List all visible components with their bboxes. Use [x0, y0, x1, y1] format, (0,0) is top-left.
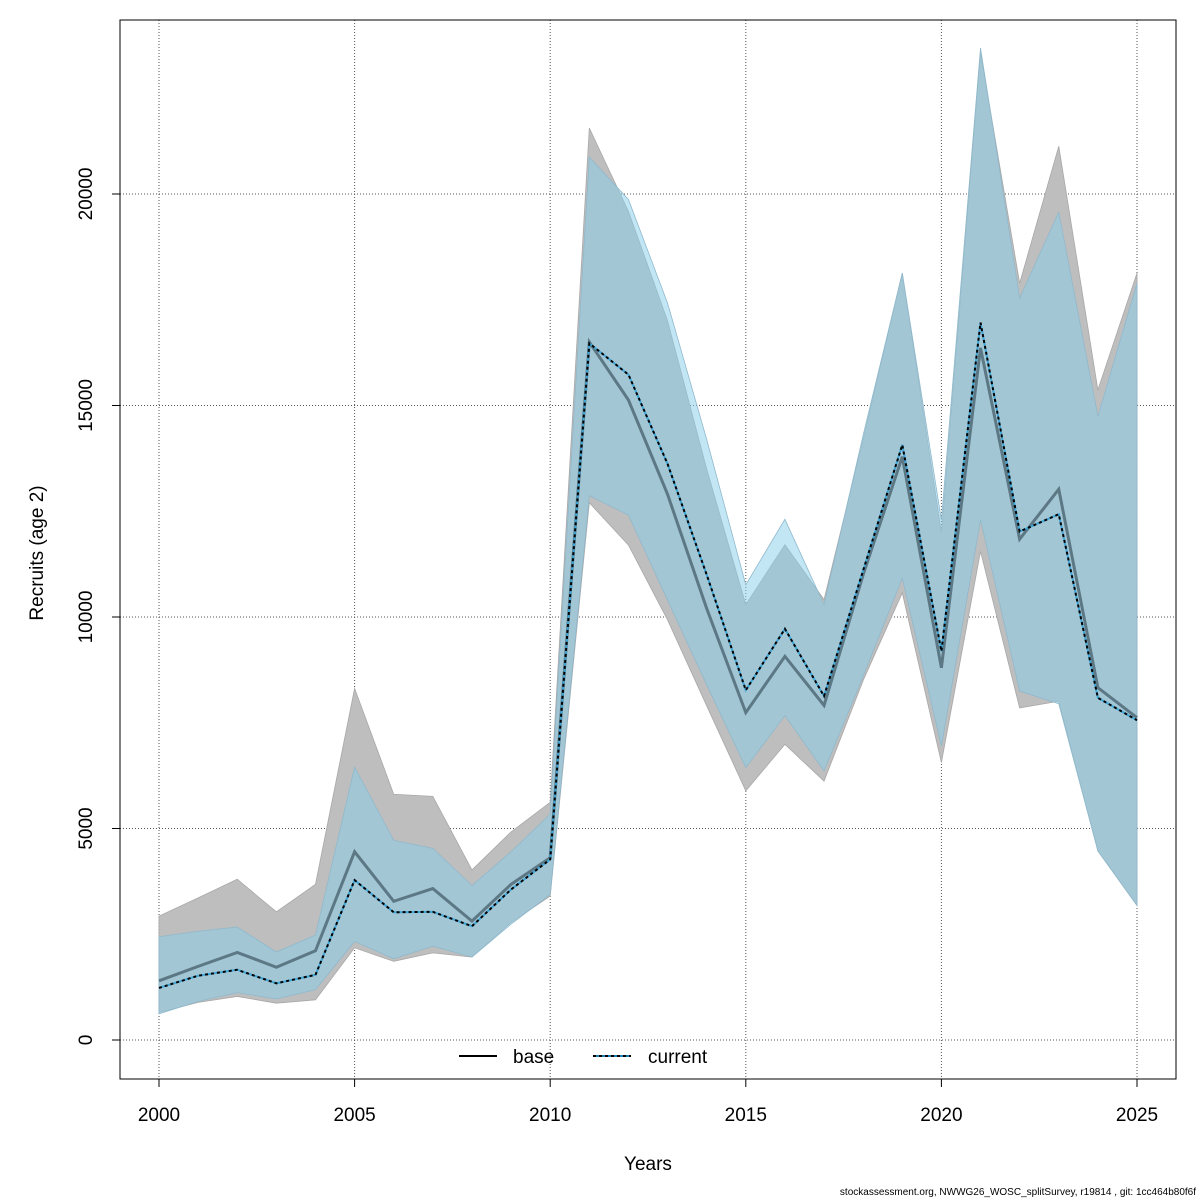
y-axis: 0 5000 10000 15000 20000 — [76, 168, 120, 1046]
x-tick-label: 2000 — [138, 1105, 180, 1126]
x-tick-label: 2010 — [529, 1105, 571, 1126]
x-axis-label: Years — [624, 1154, 672, 1175]
legend-current-label: current — [648, 1047, 708, 1068]
x-tick-label: 2015 — [725, 1105, 767, 1126]
band-current — [158, 48, 1138, 1015]
legend: base current — [459, 1047, 708, 1068]
y-tick-label: 0 — [76, 1035, 97, 1046]
footer-credit: stockassessment.org, NWWG26_WOSC_splitSu… — [839, 1187, 1196, 1198]
legend-base-label: base — [513, 1047, 554, 1068]
x-tick-label: 2020 — [920, 1105, 962, 1126]
y-tick-label: 20000 — [76, 168, 97, 221]
x-tick-label: 2025 — [1116, 1105, 1158, 1126]
x-tick-label: 2005 — [333, 1105, 375, 1126]
y-axis-label: Recruits (age 2) — [27, 485, 48, 620]
x-axis: 2000 2005 2010 2015 2020 2025 — [138, 1078, 1158, 1126]
line-current-color — [158, 322, 1138, 989]
y-tick-label: 15000 — [76, 379, 97, 432]
y-tick-label: 10000 — [76, 591, 97, 644]
confidence-bands — [158, 48, 1138, 1015]
line-base — [158, 337, 1138, 983]
y-tick-label: 5000 — [76, 807, 97, 849]
series-lines — [158, 322, 1138, 989]
